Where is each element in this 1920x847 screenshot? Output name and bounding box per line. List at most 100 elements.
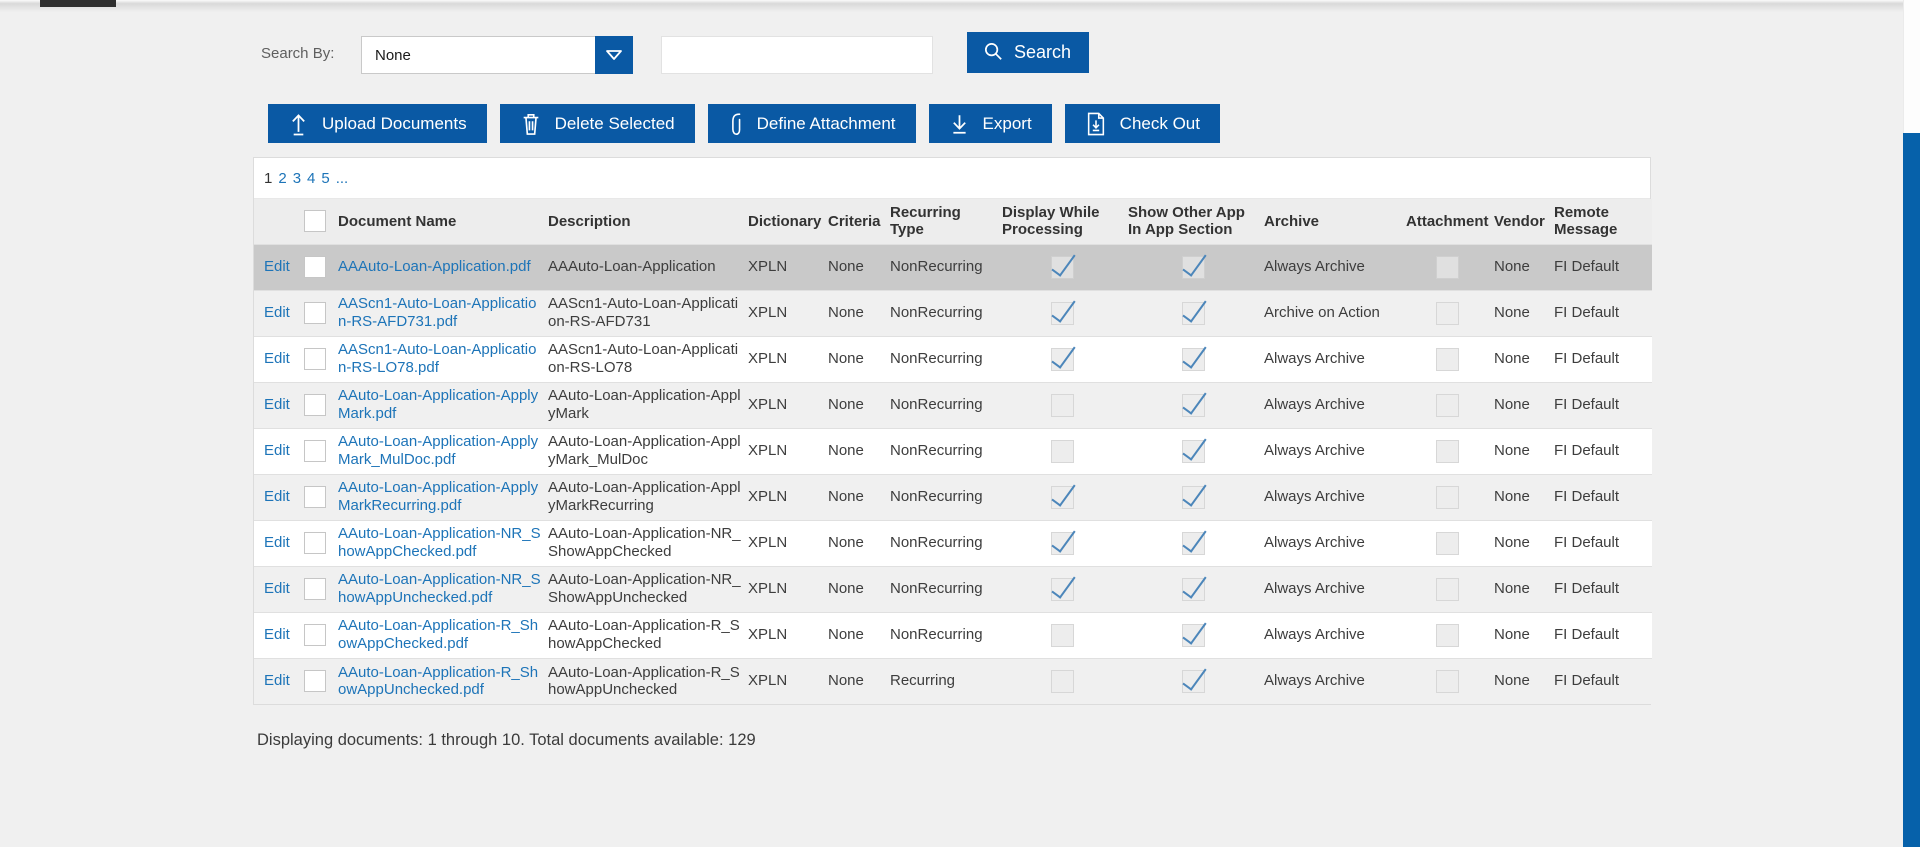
dictionary-cell: XPLN (748, 626, 788, 644)
criteria-cell: None (828, 534, 864, 552)
document-name-link[interactable]: AAuto-Loan-Application-ApplyMarkRecurrin… (338, 479, 539, 514)
description-cell: AAuto-Loan-Application-R_ShowAppChecked (548, 617, 740, 652)
documents-table: Document Name Description Dictionary Cri… (254, 199, 1652, 704)
remote-message-cell: FI Default (1554, 580, 1620, 598)
document-name-link[interactable]: AAuto-Loan-Application-ApplyMark_MulDoc.… (338, 433, 539, 468)
row-checkbox[interactable] (304, 670, 326, 693)
document-name-link[interactable]: AAuto-Loan-Application-ApplyMark.pdf (338, 387, 539, 422)
display-while-processing-checkbox (1050, 255, 1074, 279)
edit-link[interactable]: Edit (264, 396, 290, 414)
vendor-cell: None (1494, 534, 1530, 552)
show-other-app-checkbox (1181, 485, 1205, 509)
attachment-checkbox (1435, 255, 1459, 279)
edit-link[interactable]: Edit (264, 258, 290, 276)
remote-message-cell: FI Default (1554, 396, 1620, 414)
upload-icon (288, 111, 309, 137)
select-all-checkbox[interactable] (304, 210, 326, 233)
table-body: Edit AAAuto-Loan-Application.pdf AAAuto-… (254, 244, 1652, 704)
row-checkbox[interactable] (304, 348, 326, 370)
table-row: Edit AAScn1-Auto-Loan-Application-RS-LO7… (254, 336, 1652, 382)
checkout-document-icon (1085, 111, 1107, 137)
document-name-link[interactable]: AAuto-Loan-Application-R_ShowAppUnchecke… (338, 663, 539, 699)
row-checkbox[interactable] (304, 532, 326, 554)
vendor-cell: None (1494, 626, 1530, 644)
table-row: Edit AAScn1-Auto-Loan-Application-RS-AFD… (254, 290, 1652, 336)
document-name-link[interactable]: AAAuto-Loan-Application.pdf (338, 258, 531, 276)
attachment-checkbox (1435, 301, 1459, 325)
table-header-row: Document Name Description Dictionary Cri… (254, 199, 1652, 244)
criteria-cell: None (828, 258, 864, 276)
row-checkbox[interactable] (304, 486, 326, 508)
edit-link[interactable]: Edit (264, 672, 290, 690)
search-button-label: Search (1014, 42, 1072, 62)
search-button[interactable]: Search (967, 32, 1090, 73)
page-link-4[interactable]: 4 (307, 169, 316, 187)
table-row: Edit AAuto-Loan-Application-ApplyMarkRec… (254, 474, 1652, 520)
check-out-label: Check Out (1119, 113, 1200, 133)
document-name-link[interactable]: AAuto-Loan-Application-NR_ShowAppChecked… (338, 525, 541, 560)
edit-link[interactable]: Edit (264, 350, 290, 368)
delete-selected-button[interactable]: Delete Selected (499, 104, 695, 143)
scrollbar-thumb[interactable] (1903, 133, 1920, 847)
export-label: Export (982, 113, 1032, 133)
table-row: Edit AAuto-Loan-Application-R_ShowAppChe… (254, 612, 1652, 658)
dictionary-cell: XPLN (748, 488, 788, 506)
edit-link[interactable]: Edit (264, 534, 290, 552)
display-while-processing-checkbox (1050, 439, 1074, 463)
table-row: Edit AAuto-Loan-Application-ApplyMark_Mu… (254, 428, 1652, 474)
show-other-app-checkbox (1181, 669, 1205, 693)
search-by-dropdown[interactable]: None (361, 36, 633, 74)
row-checkbox[interactable] (304, 624, 326, 646)
row-checkbox[interactable] (304, 256, 326, 278)
check-out-button[interactable]: Check Out (1064, 104, 1220, 143)
document-name-link[interactable]: AAScn1-Auto-Loan-Application-RS-LO78.pdf (338, 341, 537, 376)
description-cell: AAScn1-Auto-Loan-Application-RS-LO78 (548, 341, 739, 376)
page-link-2[interactable]: 2 (278, 169, 287, 187)
edit-link[interactable]: Edit (264, 626, 290, 644)
define-attachment-button[interactable]: Define Attachment (707, 104, 916, 143)
vendor-cell: None (1494, 304, 1530, 322)
archive-cell: Always Archive (1264, 580, 1365, 598)
attachment-checkbox (1435, 347, 1459, 371)
page-link-5[interactable]: 5 (321, 169, 330, 187)
loading-bar-fragment (40, 0, 116, 7)
upload-documents-button[interactable]: Upload Documents (268, 104, 487, 143)
table-row: Edit AAuto-Loan-Application-ApplyMark.pd… (254, 382, 1652, 428)
description-cell: AAuto-Loan-Application-NR_ShowAppUncheck… (548, 571, 741, 606)
page-link-3[interactable]: 3 (292, 169, 302, 187)
row-checkbox[interactable] (304, 440, 326, 462)
edit-link[interactable]: Edit (264, 304, 290, 322)
chevron-down-icon[interactable] (595, 36, 633, 74)
recurring-type-cell: NonRecurring (890, 488, 983, 506)
remote-message-cell: FI Default (1554, 626, 1620, 644)
row-checkbox[interactable] (304, 302, 326, 324)
export-button[interactable]: Export (928, 104, 1052, 143)
description-cell: AAuto-Loan-Application-ApplyMark_MulDoc (548, 433, 741, 468)
archive-cell: Always Archive (1264, 488, 1365, 506)
col-header-vendor: Vendor (1494, 199, 1554, 244)
archive-cell: Always Archive (1264, 626, 1365, 644)
description-cell: AAScn1-Auto-Loan-Application-RS-AFD731 (548, 295, 739, 330)
criteria-cell: None (828, 488, 864, 506)
edit-link[interactable]: Edit (264, 442, 290, 460)
edit-link[interactable]: Edit (264, 488, 290, 506)
attachment-checkbox (1435, 577, 1459, 601)
archive-cell: Always Archive (1264, 396, 1365, 414)
paperclip-icon (728, 111, 744, 137)
document-name-link[interactable]: AAScn1-Auto-Loan-Application-RS-AFD731.p… (338, 295, 537, 330)
edit-link[interactable]: Edit (264, 580, 290, 598)
scrollbar-track[interactable] (1903, 0, 1920, 847)
col-header-edit (254, 199, 298, 244)
row-checkbox[interactable] (304, 394, 326, 416)
pagination: 1 2 3 4 5... (254, 158, 1650, 199)
vendor-cell: None (1494, 488, 1530, 506)
row-checkbox[interactable] (304, 578, 326, 600)
dictionary-cell: XPLN (748, 534, 788, 552)
document-name-link[interactable]: AAuto-Loan-Application-R_ShowAppChecked.… (338, 617, 539, 652)
archive-cell: Always Archive (1264, 350, 1365, 368)
recurring-type-cell: NonRecurring (890, 442, 983, 460)
page-link-...[interactable]: ... (335, 169, 349, 187)
document-name-link[interactable]: AAuto-Loan-Application-NR_ShowAppUncheck… (338, 571, 541, 606)
dictionary-cell: XPLN (748, 672, 788, 690)
search-input[interactable] (661, 36, 933, 74)
